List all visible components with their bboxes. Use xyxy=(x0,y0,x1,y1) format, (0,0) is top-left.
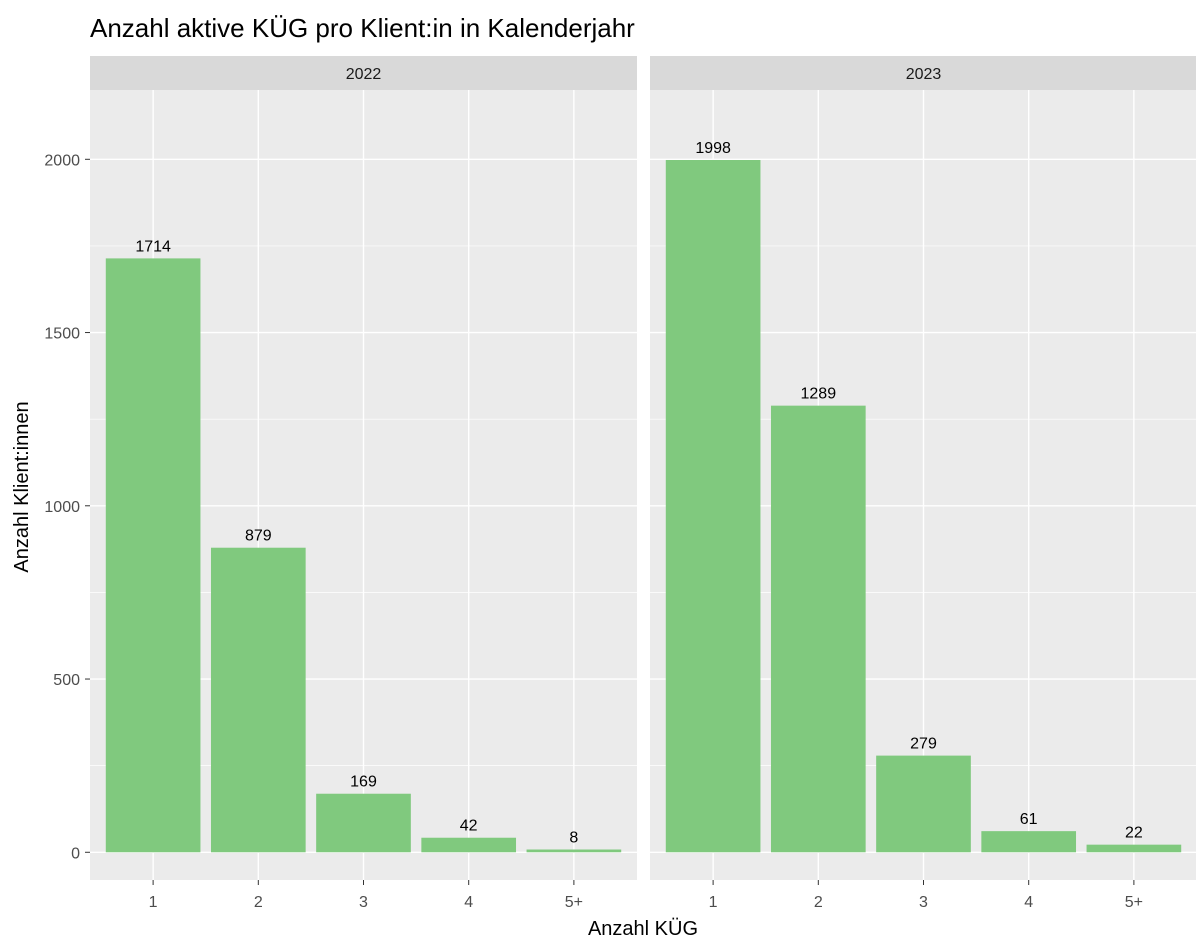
x-tick-label: 5+ xyxy=(1125,894,1143,911)
bar-2022-4 xyxy=(421,837,517,853)
facet-strip xyxy=(90,56,637,90)
bar-value-label: 61 xyxy=(1020,811,1038,828)
chart-title: Anzahl aktive KÜG pro Klient:in in Kalen… xyxy=(90,13,635,43)
y-tick-label: 1500 xyxy=(44,326,80,343)
y-axis: 0 500 1000 1500 2000 xyxy=(44,152,90,862)
bar-value-label: 8 xyxy=(569,830,578,847)
x-axis-title: Anzahl KÜG xyxy=(588,918,698,940)
bar-value-label: 279 xyxy=(910,736,937,753)
facet-panel-2023: 2023 1998 1289 279 61 22 1 2 3 4 5+ xyxy=(650,56,1196,911)
bar-2023-3 xyxy=(876,755,971,853)
facet-strip-label: 2022 xyxy=(346,66,382,83)
x-tick-label: 2 xyxy=(254,894,263,911)
bar-2023-4 xyxy=(981,831,1077,853)
y-tick-label: 2000 xyxy=(44,152,80,169)
x-tick-label: 4 xyxy=(464,894,473,911)
x-tick-label: 1 xyxy=(149,894,158,911)
bar-value-label: 42 xyxy=(460,818,478,835)
bar-value-label: 1289 xyxy=(801,386,837,403)
facet-strip xyxy=(650,56,1196,90)
x-tick-label: 5+ xyxy=(565,894,583,911)
y-tick-label: 0 xyxy=(71,845,80,862)
x-tick-label: 1 xyxy=(709,894,718,911)
bar-value-label: 22 xyxy=(1125,825,1143,842)
y-axis-title: Anzahl Klient:innen xyxy=(11,401,33,572)
bar-value-label: 169 xyxy=(350,774,377,791)
bar-value-label: 879 xyxy=(245,528,272,545)
x-tick-label: 4 xyxy=(1024,894,1033,911)
facet-panel-2022: 2022 1714 879 169 42 8 1 2 3 4 5+ xyxy=(90,56,637,911)
bar-2022-5+ xyxy=(526,849,622,853)
y-tick-label: 1000 xyxy=(44,499,80,516)
x-tick-label: 2 xyxy=(814,894,823,911)
x-tick-label: 3 xyxy=(919,894,928,911)
bar-2023-5+ xyxy=(1086,844,1182,853)
y-tick-label: 500 xyxy=(53,672,80,689)
bar-2022-1 xyxy=(105,258,201,853)
bar-value-label: 1714 xyxy=(135,238,171,255)
bar-2023-2 xyxy=(770,405,866,853)
bar-value-label: 1998 xyxy=(695,140,731,157)
x-tick-label: 3 xyxy=(359,894,368,911)
facet-strip-label: 2023 xyxy=(906,66,942,83)
bar-2023-1 xyxy=(665,159,761,853)
bar-2022-2 xyxy=(210,547,306,853)
bar-2022-3 xyxy=(316,793,411,853)
